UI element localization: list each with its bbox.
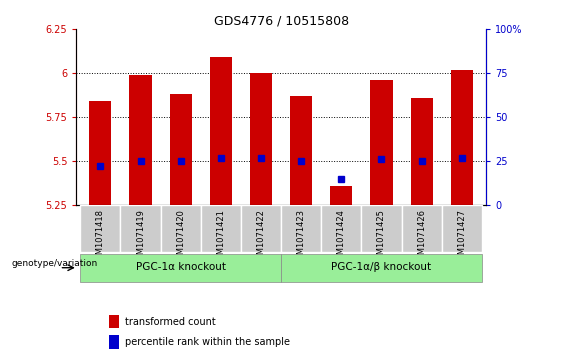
Bar <box>160 205 201 252</box>
Text: GSM1071422: GSM1071422 <box>257 209 266 265</box>
Bar <box>362 205 402 252</box>
Bar <box>120 205 160 252</box>
Text: GSM1071427: GSM1071427 <box>457 209 466 265</box>
Text: GSM1071420: GSM1071420 <box>176 209 185 265</box>
Bar <box>331 186 353 205</box>
Bar <box>129 75 151 205</box>
Bar <box>402 205 442 252</box>
Text: genotype/variation: genotype/variation <box>11 258 98 268</box>
Bar <box>109 315 119 329</box>
Bar <box>442 205 482 252</box>
Text: GSM1071426: GSM1071426 <box>417 209 426 265</box>
Text: GSM1071421: GSM1071421 <box>216 209 225 265</box>
Bar <box>210 57 232 205</box>
Bar <box>89 101 111 205</box>
Text: GSM1071423: GSM1071423 <box>297 209 306 265</box>
Bar <box>250 73 272 205</box>
Bar <box>241 205 281 252</box>
Bar <box>170 94 192 205</box>
Bar <box>371 80 393 205</box>
Bar <box>451 70 473 205</box>
Text: PGC-1α knockout: PGC-1α knockout <box>136 262 225 272</box>
Text: GSM1071419: GSM1071419 <box>136 209 145 265</box>
Bar <box>80 205 120 252</box>
Title: GDS4776 / 10515808: GDS4776 / 10515808 <box>214 15 349 28</box>
Bar <box>281 205 321 252</box>
Text: PGC-1α/β knockout: PGC-1α/β knockout <box>332 262 432 272</box>
Bar <box>290 96 312 205</box>
Bar <box>321 205 362 252</box>
Text: GSM1071425: GSM1071425 <box>377 209 386 265</box>
Bar <box>201 205 241 252</box>
Bar <box>411 98 433 205</box>
Bar <box>109 335 119 348</box>
Text: GSM1071418: GSM1071418 <box>96 209 105 265</box>
Text: GSM1071424: GSM1071424 <box>337 209 346 265</box>
Text: transformed count: transformed count <box>125 317 216 327</box>
Bar <box>80 254 281 282</box>
Text: percentile rank within the sample: percentile rank within the sample <box>125 337 290 347</box>
Bar <box>281 254 482 282</box>
